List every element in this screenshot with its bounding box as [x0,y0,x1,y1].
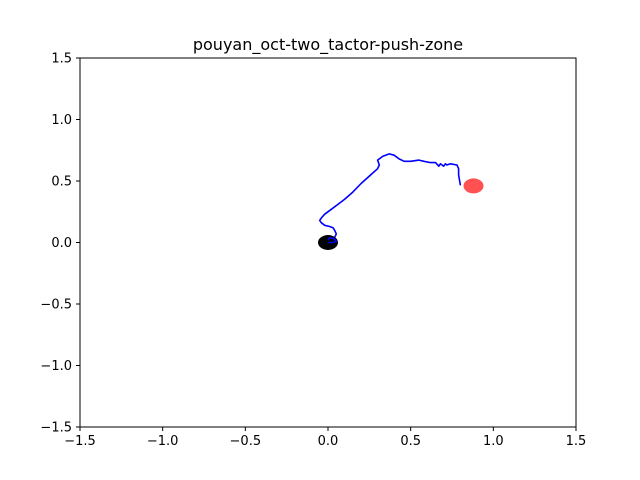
y-tick-label: −0.5 [40,298,72,313]
target-marker [463,178,484,194]
y-tick-label: −1.5 [40,421,72,436]
trajectory-start-segment [327,236,338,244]
y-tick-label: 1.0 [51,113,72,128]
x-tick-label: −1.5 [64,434,96,449]
x-axis: −1.5 −1.0 −0.5 0.0 0.5 1.0 1.5 [64,427,586,449]
x-tick-label: 1.0 [483,434,504,449]
trajectory-line-0 [318,153,462,244]
y-tick-label: 1.5 [51,52,72,67]
y-tick-label: 0.0 [51,236,72,251]
chart-title: pouyan_oct-two_tactor-push-zone [193,35,463,55]
plot-area [318,153,484,250]
x-tick-label: 1.5 [566,434,587,449]
y-tick-label: 0.5 [51,175,72,190]
x-tick-label: 0.5 [400,434,421,449]
x-tick-label: −1.0 [147,434,179,449]
x-tick-label: −0.5 [230,434,262,449]
y-axis: −1.5 −1.0 −0.5 0.0 0.5 1.0 1.5 [40,52,80,436]
y-tick-label: −1.0 [40,359,72,374]
x-tick-label: 0.0 [318,434,339,449]
